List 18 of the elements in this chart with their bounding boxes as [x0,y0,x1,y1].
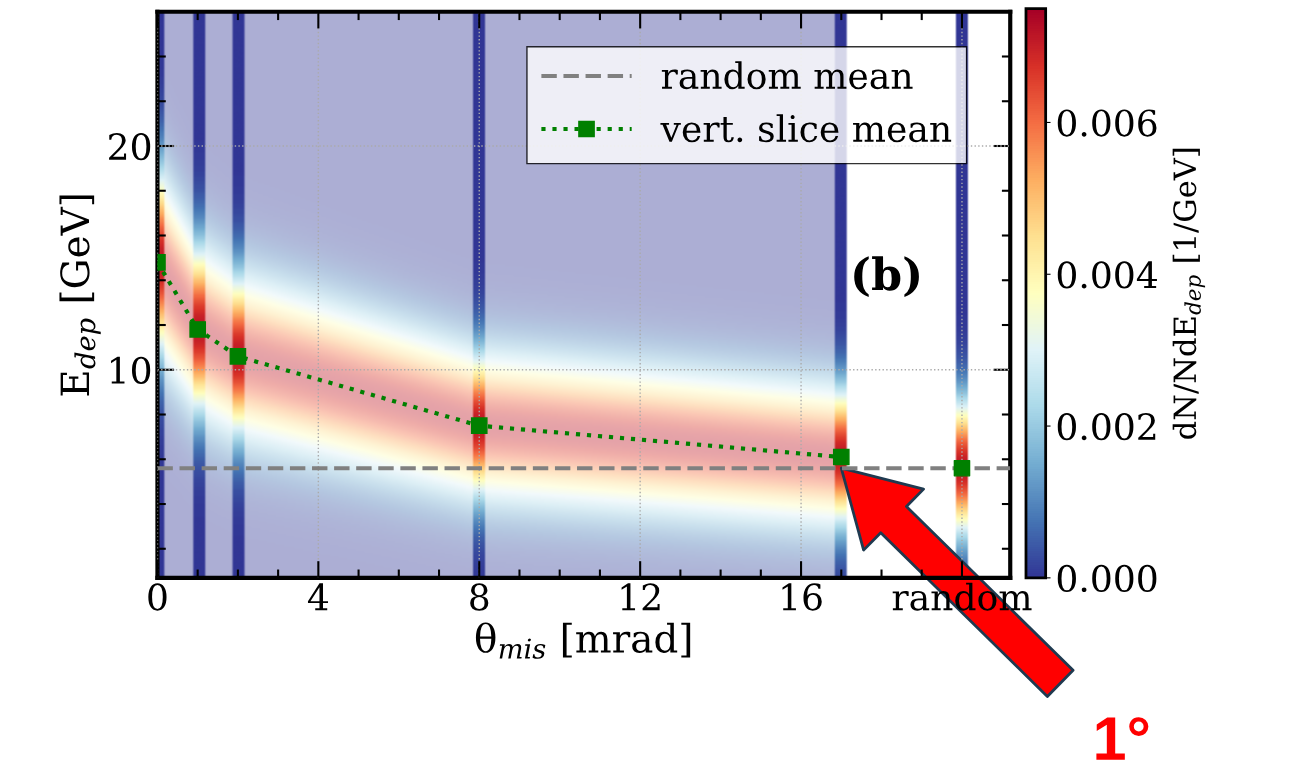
color-bar-label: 0.000 [1057,564,1157,593]
legend-label: random mean [661,61,913,90]
x-tick-label: 12 [621,583,660,611]
x-tick-label: 8 [470,583,489,611]
text: 1° [1096,717,1149,760]
annotation: (b) [854,256,919,297]
color-bar-title: dN/NdE$_{dep}$ [1/GeV] [1172,148,1206,439]
x-tick-label: 4 [307,583,329,611]
x-axis-title: θ$_{mis}$ [mrad] [475,622,691,659]
y-tick-label: 10 [111,356,151,384]
x-tick-label: 0 [148,583,167,611]
x-tick-label: 16 [782,583,822,611]
color-bar-label: 0.006 [1057,109,1157,137]
y-tick-label: 20 [109,132,151,161]
legend-label: vert. slice mean [660,114,952,143]
y-axis-title: E$_{dep}$ [GeV] [59,195,101,396]
color-bar-label: 0.004 [1057,261,1157,289]
color-bar-label: 0.002 [1057,412,1156,441]
